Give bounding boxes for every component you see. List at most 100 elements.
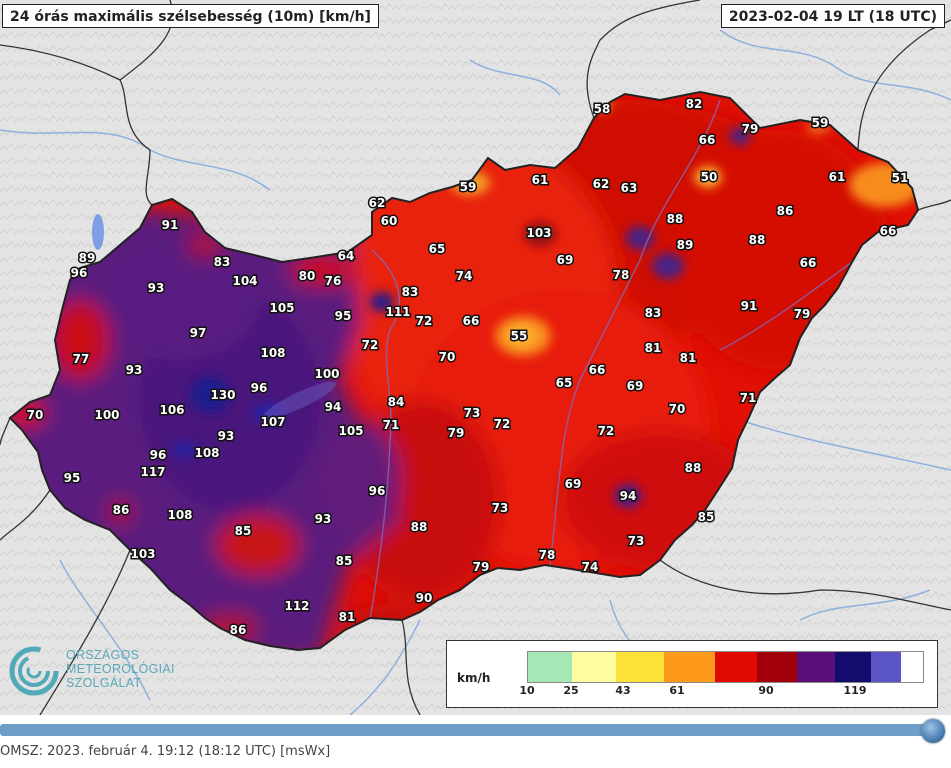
station-value: 63 bbox=[621, 181, 638, 195]
station-value: 130 bbox=[210, 388, 235, 402]
station-value: 84 bbox=[388, 395, 405, 409]
omsz-swirl-icon bbox=[9, 646, 59, 696]
legend-color-step bbox=[901, 652, 923, 682]
station-value: 96 bbox=[71, 266, 88, 280]
legend-color-step bbox=[835, 652, 871, 682]
station-value: 50 bbox=[701, 170, 718, 184]
legend-tick: 61 bbox=[669, 684, 685, 697]
legend-tick: 90 bbox=[758, 684, 774, 697]
station-value: 79 bbox=[448, 426, 465, 440]
station-value: 59 bbox=[812, 116, 829, 130]
station-value: 69 bbox=[557, 253, 574, 267]
map-title: 24 órás maximális szélsebesség (10m) [km… bbox=[2, 4, 379, 28]
station-value: 72 bbox=[494, 417, 511, 431]
station-value: 80 bbox=[299, 269, 316, 283]
station-value: 91 bbox=[741, 299, 758, 313]
time-slider-track[interactable] bbox=[0, 724, 932, 736]
station-value: 112 bbox=[284, 599, 309, 613]
station-value: 88 bbox=[411, 520, 428, 534]
station-value: 104 bbox=[232, 274, 257, 288]
station-value: 85 bbox=[336, 554, 353, 568]
station-value: 90 bbox=[416, 591, 433, 605]
station-value: 86 bbox=[777, 204, 794, 218]
station-value: 117 bbox=[140, 465, 165, 479]
station-value: 107 bbox=[260, 415, 285, 429]
station-value: 66 bbox=[699, 133, 716, 147]
station-value: 61 bbox=[532, 173, 549, 187]
station-value: 83 bbox=[214, 255, 231, 269]
station-value: 91 bbox=[162, 218, 179, 232]
station-value: 66 bbox=[589, 363, 606, 377]
legend-color-step bbox=[871, 652, 901, 682]
station-value: 93 bbox=[126, 363, 143, 377]
station-value: 96 bbox=[150, 448, 167, 462]
legend-tick: 25 bbox=[563, 684, 579, 697]
station-value: 78 bbox=[539, 548, 556, 562]
station-value: 64 bbox=[338, 249, 355, 263]
station-value: 66 bbox=[463, 314, 480, 328]
station-value: 73 bbox=[464, 406, 481, 420]
station-value: 94 bbox=[620, 489, 637, 503]
station-value: 81 bbox=[680, 351, 697, 365]
station-value: 65 bbox=[429, 242, 446, 256]
station-value: 66 bbox=[880, 224, 897, 238]
time-slider-handle[interactable] bbox=[921, 719, 945, 743]
station-value: 94 bbox=[325, 400, 342, 414]
wind-speed-map: 58 82 79 59 66 50 61 51 61 62 63 59 62 60 86 88 66 103 89 8… bbox=[0, 0, 951, 715]
station-value: 108 bbox=[167, 508, 192, 522]
rivers bbox=[0, 29, 951, 715]
station-value: 78 bbox=[613, 268, 630, 282]
logo-line-3: SZOLGÁLAT bbox=[66, 676, 142, 690]
station-value: 66 bbox=[800, 256, 817, 270]
station-value: 76 bbox=[325, 274, 342, 288]
country-borders bbox=[0, 0, 951, 715]
station-value: 96 bbox=[369, 484, 386, 498]
station-value: 108 bbox=[260, 346, 285, 360]
station-labels: 58 82 79 59 66 50 61 51 61 62 63 59 62 60 86 88 66 103 89 8… bbox=[25, 96, 910, 639]
station-value: 72 bbox=[598, 424, 615, 438]
station-value: 83 bbox=[402, 285, 419, 299]
legend-color-step bbox=[616, 652, 664, 682]
station-value: 65 bbox=[556, 376, 573, 390]
station-value: 93 bbox=[218, 429, 235, 443]
station-value: 81 bbox=[339, 610, 356, 624]
station-value: 85 bbox=[698, 510, 715, 524]
station-value: 70 bbox=[439, 350, 456, 364]
station-value: 74 bbox=[582, 560, 599, 574]
station-value: 72 bbox=[362, 338, 379, 352]
legend-color-step bbox=[572, 652, 616, 682]
legend-color-step bbox=[664, 652, 715, 682]
legend-tick: 43 bbox=[615, 684, 631, 697]
station-value: 70 bbox=[27, 408, 44, 422]
station-value: 77 bbox=[73, 352, 90, 366]
legend-color-step bbox=[797, 652, 835, 682]
station-value: 106 bbox=[159, 403, 184, 417]
legend-tick: 119 bbox=[843, 684, 867, 697]
station-value: 51 bbox=[892, 171, 909, 185]
station-value: 79 bbox=[742, 122, 759, 136]
station-value: 97 bbox=[190, 326, 207, 340]
station-value: 93 bbox=[148, 281, 165, 295]
station-value: 79 bbox=[473, 560, 490, 574]
station-value: 88 bbox=[685, 461, 702, 475]
station-value: 62 bbox=[369, 196, 386, 210]
station-value: 60 bbox=[381, 214, 398, 228]
station-value: 93 bbox=[315, 512, 332, 526]
station-value: 89 bbox=[677, 238, 694, 252]
station-value: 72 bbox=[416, 314, 433, 328]
station-value: 73 bbox=[492, 501, 509, 515]
station-value: 105 bbox=[338, 424, 363, 438]
station-value: 88 bbox=[749, 233, 766, 247]
station-value: 61 bbox=[829, 170, 846, 184]
station-value: 71 bbox=[740, 391, 757, 405]
station-value: 81 bbox=[645, 341, 662, 355]
station-value: 103 bbox=[526, 226, 551, 240]
logo-line-1: ORSZÁGOS bbox=[66, 648, 140, 662]
station-value: 74 bbox=[456, 269, 473, 283]
station-value: 79 bbox=[794, 307, 811, 321]
station-value: 95 bbox=[335, 309, 352, 323]
color-legend: km/h 10 25 43 61 90 119 bbox=[446, 640, 938, 708]
station-value: 82 bbox=[686, 97, 703, 111]
source-caption: OMSZ: 2023. február 4. 19:12 (18:12 UTC)… bbox=[0, 744, 331, 759]
station-value: 58 bbox=[594, 102, 611, 116]
